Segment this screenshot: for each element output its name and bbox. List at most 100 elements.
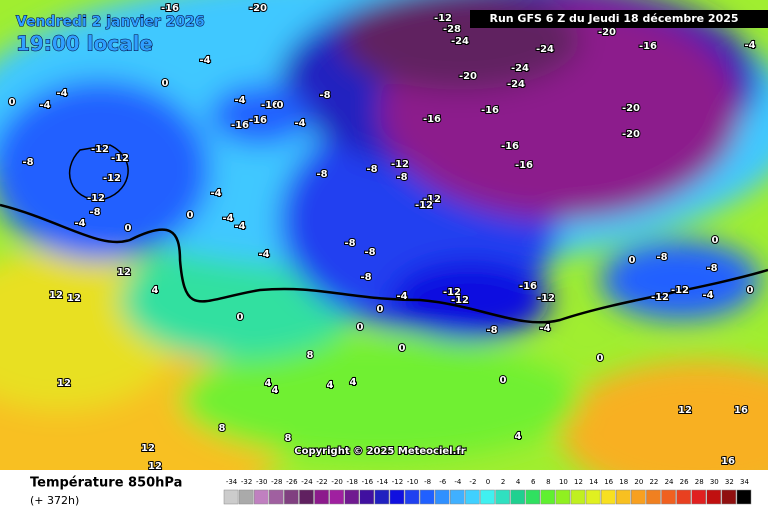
temperature-label: -8 <box>656 252 667 263</box>
temperature-label: 16 <box>721 456 735 467</box>
temperature-label: 12 <box>148 461 162 472</box>
temperature-label: -16 <box>231 120 249 131</box>
temperature-label: -4 <box>56 88 67 99</box>
colorbar-label: 28 <box>695 478 704 486</box>
colorbar-cell <box>223 489 239 505</box>
colorbar-cell <box>510 489 525 505</box>
temperature-label: -4 <box>258 249 269 260</box>
temperature-label: 4 <box>515 431 522 442</box>
colorbar-cell <box>269 489 284 505</box>
temperature-label: 0 <box>162 78 169 89</box>
temperature-label: 12 <box>49 290 63 301</box>
temperature-label: -16 <box>249 115 267 126</box>
temperature-label: -4 <box>702 290 713 301</box>
colorbar-cell <box>284 489 299 505</box>
temperature-label: -16 <box>515 160 533 171</box>
map-labels: -20-12-28-24-24-20-16-20-24-24-16-16-20-… <box>8 2 757 473</box>
temperature-label: 0 <box>597 353 604 364</box>
temperature-label: -8 <box>396 172 407 183</box>
temperature-label: -4 <box>234 221 245 232</box>
temperature-label: -20 <box>459 71 477 82</box>
temperature-label: -28 <box>443 24 461 35</box>
temperature-label: 0 <box>187 210 194 221</box>
colorbar-label: -10 <box>407 478 418 486</box>
temperature-label: -12 <box>103 173 121 184</box>
colorbar-cell <box>404 489 420 505</box>
temperature-label: -8 <box>316 169 327 180</box>
colorbar-cell <box>721 489 737 505</box>
temperature-label: -8 <box>319 90 330 101</box>
forecast-lead: (+ 372h) <box>30 494 79 507</box>
run-box <box>470 10 768 28</box>
colorbar-cell <box>465 489 480 505</box>
temperature-label: -16 <box>501 141 519 152</box>
colorbar-label: -26 <box>286 478 298 486</box>
colorbar-label: 34 <box>740 478 749 486</box>
colorbar-cell <box>676 489 691 505</box>
temperature-label: 0 <box>377 304 384 315</box>
colorbar-label: 8 <box>546 478 550 486</box>
temperature-label: 4 <box>272 385 279 396</box>
temperature-label: 12 <box>117 267 131 278</box>
temperature-label: -8 <box>706 263 717 274</box>
forecast-date: Vendredi 2 janvier 2026 <box>16 14 205 30</box>
temperature-label: -4 <box>396 291 407 302</box>
colorbar-cell <box>359 489 375 505</box>
temperature-label: -12 <box>671 285 689 296</box>
temperature-label: -12 <box>537 293 555 304</box>
temperature-label: -20 <box>622 103 640 114</box>
colorbar-label: -2 <box>469 478 476 486</box>
colorbar-cell <box>314 489 329 505</box>
temperature-label: -4 <box>744 40 755 51</box>
temperature-label: -8 <box>344 238 355 249</box>
colorbar-cell <box>661 489 676 505</box>
temperature-label: -24 <box>507 79 525 90</box>
colorbar-label: -4 <box>454 478 462 486</box>
temperature-label: 0 <box>277 100 284 111</box>
temperature-label: 0 <box>237 312 244 323</box>
temperature-label: -12 <box>391 159 409 170</box>
colorbar-label: -6 <box>439 478 447 486</box>
colorbar-label: 30 <box>710 478 719 486</box>
colorbar-label: -34 <box>226 478 238 486</box>
colorbar-label: -24 <box>301 478 313 486</box>
colorbar-label: 10 <box>559 478 568 486</box>
temperature-label: -4 <box>294 118 305 129</box>
colorbar-cell <box>736 489 752 505</box>
colorbar-cell <box>344 489 360 505</box>
colorbar-cell <box>585 489 601 505</box>
temperature-label: -16 <box>161 3 179 14</box>
colorbar-label: 12 <box>574 478 583 486</box>
temperature-label: 4 <box>152 285 159 296</box>
temperature-label: -8 <box>366 164 377 175</box>
temperature-label: -12 <box>434 13 452 24</box>
colorbar-cell <box>434 489 450 505</box>
colorbar-cell <box>480 489 495 505</box>
colorbar-cell <box>631 489 646 505</box>
colorbar-cell <box>299 489 314 505</box>
temperature-label: 12 <box>57 378 71 389</box>
temperature-label: 8 <box>219 423 226 434</box>
colorbar-label: -12 <box>392 478 403 486</box>
temperature-label: 0 <box>712 235 719 246</box>
temperature-label: -24 <box>536 44 554 55</box>
temperature-label: -24 <box>451 36 469 47</box>
colorbar-label: -14 <box>377 478 389 486</box>
colorbar-label: 26 <box>680 478 689 486</box>
colorbar-cell <box>540 489 556 505</box>
temperature-label: -16 <box>423 114 441 125</box>
colorbar-label: 24 <box>665 478 674 486</box>
colorbar-cell <box>570 489 586 505</box>
colorbar-cell <box>329 489 344 505</box>
temperature-label: -16 <box>481 105 499 116</box>
colorbar-label: 32 <box>725 478 734 486</box>
temperature-label: 0 <box>357 322 364 333</box>
temperature-label: 12 <box>67 293 81 304</box>
temperature-label: -8 <box>486 325 497 336</box>
temperature-label: -8 <box>89 207 100 218</box>
colorbar-cell <box>646 489 661 505</box>
temperature-label: -12 <box>91 144 109 155</box>
temperature-label: 4 <box>327 380 334 391</box>
temperature-label: -4 <box>39 100 50 111</box>
